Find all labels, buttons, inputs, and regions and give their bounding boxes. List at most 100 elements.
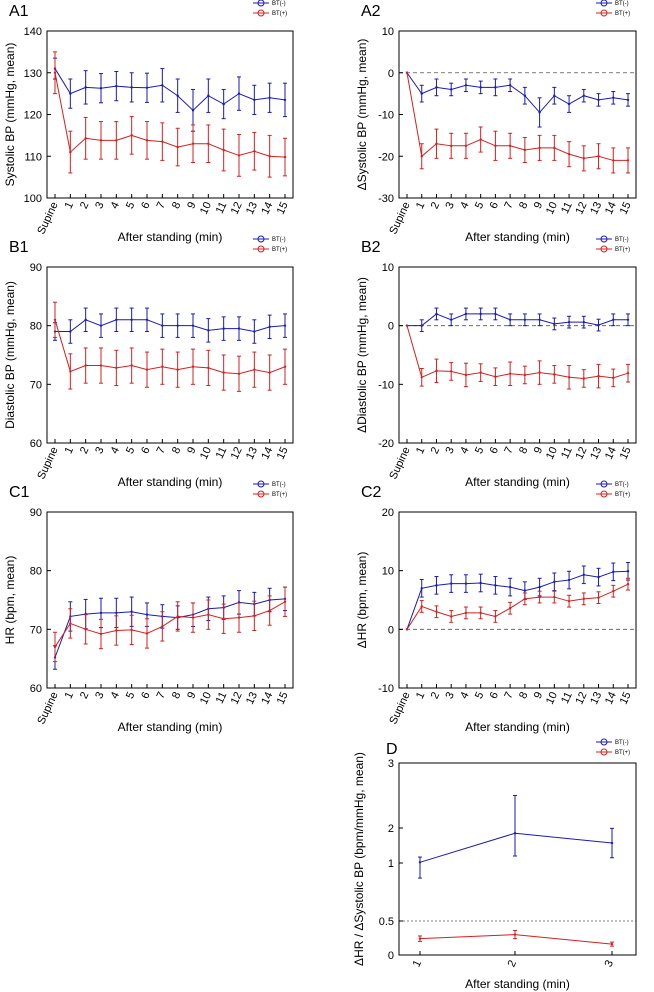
data-point [538, 111, 541, 114]
data-point [553, 146, 556, 150]
plot-frame [398, 30, 637, 199]
data-point [176, 615, 179, 618]
data-point [176, 94, 179, 97]
data-point [479, 86, 482, 89]
data-point [597, 323, 600, 327]
series-line [406, 325, 629, 379]
plot-frame [398, 511, 637, 689]
x-tick-label: 8 [517, 200, 530, 211]
legend-marker [257, 235, 265, 243]
data-point [435, 584, 438, 587]
x-tick-label: 10 [198, 445, 214, 461]
data-point [53, 71, 57, 74]
data-point [418, 937, 422, 940]
data-point [538, 371, 541, 374]
legend-marker [600, 235, 608, 243]
x-tick-label: 9 [185, 445, 198, 456]
data-point [479, 581, 482, 585]
plot-frame [398, 266, 637, 444]
data-point [420, 155, 423, 158]
legend: BT(-) BT(+) [596, 738, 630, 756]
y-tick-label: -30 [378, 193, 394, 205]
data-point [612, 96, 615, 100]
data-point [237, 92, 241, 95]
y-tick-label: -10 [378, 379, 394, 391]
x-tick-label: 13 [244, 200, 260, 216]
data-point [508, 585, 512, 589]
data-point [130, 86, 133, 89]
legend-marker [257, 245, 265, 253]
data-point [161, 625, 164, 628]
panel-label: B1 [9, 239, 29, 256]
y-axis-label: ΔHR / ΔSystolic BP (bpm/mmHg, mean) [352, 752, 366, 966]
y-tick-label: 0 [388, 68, 394, 80]
data-point [450, 370, 453, 373]
data-point [513, 832, 517, 835]
x-tick-label: 8 [517, 690, 530, 701]
y-tick-label: 140 [24, 26, 42, 38]
data-point [567, 376, 571, 379]
y-tick-label: 3 [388, 758, 394, 770]
data-point [115, 139, 118, 142]
data-point [597, 374, 600, 378]
series-bt-pos [405, 71, 630, 174]
plot-frame [398, 762, 637, 956]
legend: BT(-) BT(+) [253, 0, 287, 17]
x-tick-label: 5 [124, 200, 137, 211]
data-point [582, 157, 585, 160]
data-point [222, 102, 225, 106]
data-point [191, 109, 195, 112]
data-point [283, 365, 287, 368]
data-point [69, 330, 72, 333]
data-point [253, 614, 256, 618]
x-tick-label: 3 [443, 690, 456, 701]
data-point [237, 372, 241, 375]
panel-label: C1 [9, 484, 30, 501]
data-point [567, 599, 571, 603]
data-point [176, 145, 179, 149]
y-tick-label: 80 [30, 321, 42, 333]
y-tick-label: -10 [378, 110, 394, 122]
x-tick-label: 12 [229, 445, 245, 461]
y-tick-label: 60 [30, 438, 42, 450]
x-tick-label: 3 [93, 445, 106, 456]
data-point [450, 144, 453, 148]
y-tick-label: 70 [30, 379, 42, 391]
x-tick-label: Supine [35, 690, 60, 726]
x-axis-label: After standing (min) [465, 720, 570, 734]
legend-label-bt-pos: BT(+) [615, 247, 630, 253]
series-line [54, 598, 286, 658]
data-point [283, 324, 287, 327]
x-tick-label: 2 [78, 690, 91, 701]
x-tick-label: 2 [429, 690, 442, 701]
x-tick-label: 11 [559, 445, 575, 460]
data-point [553, 94, 556, 97]
data-point [176, 368, 179, 371]
data-point [130, 628, 133, 632]
data-point [115, 318, 118, 321]
x-tick-label: 1 [411, 958, 424, 969]
data-point [207, 329, 210, 332]
data-point [553, 322, 556, 326]
y-tick-label: 0 [388, 950, 394, 962]
panel-label: A1 [9, 3, 29, 20]
legend-label-bt-neg: BT(-) [615, 482, 629, 488]
data-point [84, 628, 87, 631]
series-bt-pos [53, 51, 287, 178]
legend: BT(-) BT(+) [253, 235, 287, 253]
data-point [84, 137, 87, 140]
y-tick-label: 70 [30, 624, 42, 636]
legend-marker [600, 748, 608, 756]
x-tick-label: 7 [155, 690, 168, 701]
data-point [612, 159, 615, 162]
x-tick-label: 8 [170, 690, 183, 701]
y-tick-label: 110 [24, 151, 42, 163]
legend-marker [600, 9, 608, 17]
x-tick-label: 2 [78, 445, 91, 456]
x-tick-label: 13 [244, 445, 260, 461]
y-tick-label: -20 [378, 151, 394, 163]
data-point [130, 610, 133, 613]
